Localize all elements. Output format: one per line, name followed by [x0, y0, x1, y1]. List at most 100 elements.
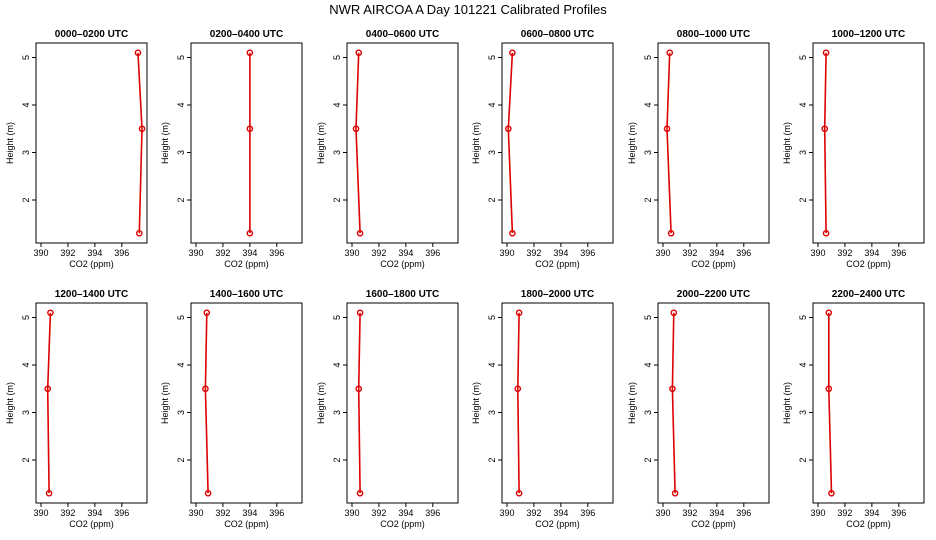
x-tick-label: 390 [188, 508, 203, 518]
profile-point [45, 489, 53, 497]
y-tick-label: 4 [332, 362, 342, 367]
y-tick-label: 5 [332, 55, 342, 60]
plot-frame [346, 42, 459, 244]
plot-frame [346, 302, 459, 504]
profile-point [246, 49, 254, 57]
profile-point [246, 125, 254, 133]
panel-10: 2000–2200 UTC 390 392 394 396 2 3 4 5 CO2 (ppm) He… [627, 289, 770, 529]
x-tick-label: 390 [499, 508, 514, 518]
profile-point [136, 229, 143, 237]
x-axis-label: CO2 (ppm) [224, 519, 269, 529]
x-tick-label: 392 [371, 248, 386, 258]
x-tick-label: 394 [87, 248, 102, 258]
x-tick-label: 396 [736, 248, 751, 258]
panel-title: 2200–2400 UTC [832, 289, 905, 300]
x-tick-label: 390 [344, 508, 359, 518]
profile-line [355, 52, 361, 234]
y-axis-label: Height (m) [5, 122, 15, 164]
panel-title: 1200–1400 UTC [55, 289, 128, 300]
panel-title: 2000–2200 UTC [677, 289, 750, 300]
y-axis-label: Height (m) [471, 122, 481, 164]
profile-point [138, 125, 146, 133]
profile-point [822, 49, 830, 57]
x-tick-label: 392 [526, 248, 541, 258]
y-tick-label: 5 [332, 315, 342, 320]
x-tick-label: 394 [553, 508, 568, 518]
y-tick-label: 3 [21, 150, 31, 155]
x-tick-label: 396 [269, 248, 284, 258]
y-tick-label: 4 [332, 102, 342, 107]
y-axis-label: Height (m) [782, 382, 792, 424]
profile-line [357, 312, 361, 494]
x-tick-label: 392 [215, 248, 230, 258]
x-tick-label: 390 [655, 508, 670, 518]
x-tick-label: 392 [215, 508, 230, 518]
panel-title: 1800–2000 UTC [521, 289, 594, 300]
y-tick-label: 3 [176, 410, 186, 415]
y-tick-label: 2 [798, 197, 808, 202]
y-axis-label: Height (m) [471, 382, 481, 424]
panel-5: 1000–1200 UTC 390 392 394 396 2 3 4 5 CO2 (ppm) He… [782, 29, 925, 269]
y-tick-label: 3 [176, 150, 186, 155]
y-tick-label: 3 [798, 410, 808, 415]
x-tick-label: 392 [837, 248, 852, 258]
y-tick-label: 2 [21, 457, 31, 462]
x-tick-label: 394 [709, 248, 724, 258]
profile-point [828, 489, 835, 497]
panel-0: 0000–0200 UTC 390 392 394 396 2 3 4 5 CO2 (ppm) He… [5, 29, 148, 269]
x-tick-label: 390 [188, 248, 203, 258]
profile-point [667, 229, 675, 237]
x-tick-label: 392 [682, 508, 697, 518]
y-axis-label: Height (m) [160, 122, 170, 164]
y-tick-label: 3 [798, 150, 808, 155]
profile-point [515, 489, 523, 497]
x-tick-label: 392 [371, 508, 386, 518]
profile-point [671, 489, 679, 497]
y-tick-label: 4 [643, 102, 653, 107]
x-tick-label: 394 [242, 248, 257, 258]
x-tick-label: 396 [891, 248, 906, 258]
profile-point [669, 385, 676, 393]
profile-point [355, 385, 363, 393]
profile-point [203, 309, 211, 317]
x-tick-label: 394 [864, 248, 879, 258]
profile-point [509, 229, 516, 237]
y-tick-label: 5 [487, 55, 497, 60]
profile-point [355, 49, 363, 57]
x-tick-label: 392 [60, 508, 75, 518]
x-tick-label: 394 [553, 248, 568, 258]
panel-8: 1600–1800 UTC 390 392 394 396 2 3 4 5 CO2 (ppm) He… [316, 289, 459, 529]
plot-frame [35, 42, 148, 244]
figure-title: NWR AIRCOA A Day 101221 Calibrated Profi… [329, 2, 607, 17]
x-tick-label: 390 [810, 248, 825, 258]
profile-point [47, 309, 54, 317]
x-tick-label: 396 [736, 508, 751, 518]
y-tick-label: 3 [643, 410, 653, 415]
x-tick-label: 390 [33, 508, 48, 518]
y-tick-label: 4 [798, 102, 808, 107]
panel-3: 0600–0800 UTC 390 392 394 396 2 3 4 5 CO2 (ppm) He… [471, 29, 614, 269]
x-axis-label: CO2 (ppm) [380, 259, 425, 269]
y-tick-label: 3 [332, 150, 342, 155]
y-tick-label: 3 [21, 410, 31, 415]
y-tick-label: 3 [643, 150, 653, 155]
plot-frame [657, 42, 770, 244]
profile-point [204, 489, 212, 497]
profile-line [671, 312, 676, 494]
profile-point [821, 125, 829, 133]
x-tick-label: 394 [87, 508, 102, 518]
panel-title: 0600–0800 UTC [521, 29, 594, 40]
y-tick-label: 5 [798, 315, 808, 320]
panel-grid: 0000–0200 UTC 390 392 394 396 2 3 4 5 CO2 (ppm) He… [5, 29, 925, 529]
profile-point [505, 125, 512, 133]
y-axis-label: Height (m) [782, 122, 792, 164]
x-tick-label: 394 [242, 508, 257, 518]
y-tick-label: 4 [643, 362, 653, 367]
x-tick-label: 396 [114, 248, 129, 258]
panel-4: 0800–1000 UTC 390 392 394 396 2 3 4 5 CO2 (ppm) He… [627, 29, 770, 269]
profile-point [356, 489, 364, 497]
y-axis-label: Height (m) [5, 382, 15, 424]
y-tick-label: 4 [21, 102, 31, 107]
y-tick-label: 5 [176, 315, 186, 320]
